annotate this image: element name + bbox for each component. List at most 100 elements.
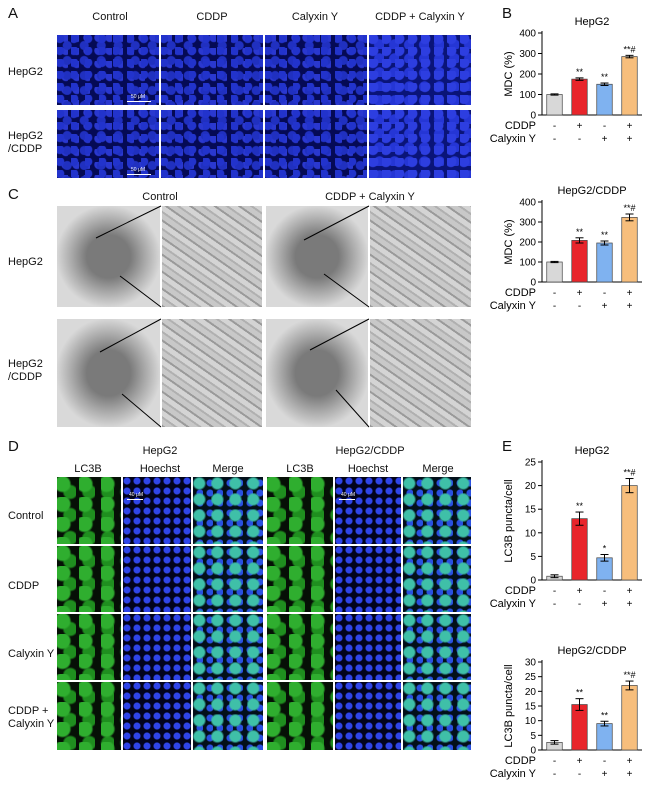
lc3b-tile-r1-c5	[402, 545, 472, 613]
e2-ytick-label-4: 20	[525, 687, 537, 698]
d-row-cddp: CDDP	[8, 580, 40, 592]
e1-cddp-sign-0: -	[553, 586, 556, 597]
b2-sig-2: **	[601, 230, 609, 240]
b2-sig-3: **#	[623, 203, 635, 213]
panel-c-col-combo: CDDP + Calyxin Y	[325, 191, 415, 203]
b2-ylabel: MDC (%)	[503, 219, 515, 264]
b1-calyxin-sign-2: +	[602, 134, 608, 145]
b1-calyxin-sign-0: -	[553, 134, 556, 145]
panel-a-col-control: Control	[92, 11, 128, 23]
lc3b-tile-r3-c2	[192, 681, 264, 751]
b2-ytick-label-0: 0	[530, 278, 536, 289]
b1-ytick-label-4: 400	[519, 29, 536, 40]
e2-cddp-sign-0: -	[553, 756, 556, 767]
e2-cddp-sign-1: +	[577, 756, 583, 767]
b1-ylabel: MDC (%)	[503, 51, 515, 96]
mdc-image-hepg2cddp-calyxin	[264, 109, 368, 179]
b2-cddp-sign-2: -	[603, 288, 606, 299]
d-row-control: Control	[8, 510, 44, 522]
b2-ytick-label-3: 300	[519, 218, 536, 229]
panel-a-col-cddp: CDDP	[196, 11, 228, 23]
tem-image-hepg2-control	[56, 205, 161, 308]
lc3b-tile-r0-c0	[56, 476, 122, 545]
e2-title: HepG2/CDDP	[557, 645, 626, 657]
lc3b-tile-r1-c3	[266, 545, 334, 613]
panel-d-label: D	[8, 438, 19, 455]
b2-calyxin-sign-3: +	[627, 301, 633, 312]
b1-sig-3: **#	[623, 44, 635, 54]
b2-calyxin-sign-1: -	[578, 301, 581, 312]
e2-cddp-sign-2: -	[603, 756, 606, 767]
b1-cddp-sign-2: -	[603, 121, 606, 132]
e1-calyxin-label: Calyxin Y	[490, 598, 537, 610]
lc3b-tile-r0-c3	[266, 476, 334, 545]
e2-bar-2	[596, 723, 613, 751]
b2-calyxin-label: Calyxin Y	[490, 300, 537, 312]
mdc-image-hepg2-cddp	[160, 34, 264, 106]
e1-sig-1: **	[576, 501, 584, 511]
b1-ytick-label-1: 100	[519, 90, 536, 101]
lc3b-tile-r0-c4: 40 μM	[334, 476, 402, 545]
b2-bar-1	[571, 240, 588, 283]
e2-sig-1: **	[576, 688, 584, 698]
e2-calyxin-sign-0: -	[553, 769, 556, 780]
b1-sig-1: **	[576, 67, 584, 77]
b1-bar-3	[621, 56, 638, 116]
b1-cddp-sign-3: +	[627, 121, 633, 132]
e1-bar-3	[621, 485, 638, 581]
mdc-image-hepg2-control: 50 μM	[56, 34, 160, 106]
lc3b-tile-r0-c5	[402, 476, 472, 545]
tem-zoom-hepg2cddp-combo	[369, 318, 472, 428]
lc3b-tile-r3-c0	[56, 681, 122, 751]
e2-ytick-label-3: 15	[525, 702, 537, 713]
lc3b-tile-r2-c1	[122, 613, 192, 681]
e2-bar-1	[571, 704, 588, 751]
e1-cddp-sign-1: +	[577, 586, 583, 597]
tem-zoom-hepg2-combo	[369, 205, 472, 308]
mdc-image-hepg2cddp-cddp	[160, 109, 264, 179]
tem-image-hepg2cddp-combo	[265, 318, 369, 428]
lc3b-tile-r2-c5	[402, 613, 472, 681]
mdc-image-hepg2-calyxin	[264, 34, 368, 106]
b1-calyxin-sign-1: -	[578, 134, 581, 145]
b2-bar-2	[596, 242, 613, 283]
d-col-lc3b-1: LC3B	[74, 463, 102, 475]
e1-ytick-label-4: 20	[525, 481, 537, 492]
b2-sig-1: **	[576, 227, 584, 237]
b2-cddp-label: CDDP	[505, 287, 536, 299]
lc3b-tile-r2-c3	[266, 613, 334, 681]
e1-cddp-label: CDDP	[505, 585, 536, 597]
b2-title: HepG2/CDDP	[557, 185, 626, 197]
lc3b-tile-r0-c1: 40 μM	[122, 476, 192, 545]
b1-bar-2	[596, 83, 613, 116]
d-col-hoechst-1: Hoechst	[139, 463, 181, 475]
mdc-image-hepg2cddp-control: 50 μM	[56, 109, 160, 179]
panel-c-row-hepg2cddp: HepG2/CDDP	[8, 358, 43, 383]
b2-bar-3	[621, 217, 638, 283]
panel-a-row-hepg2: HepG2	[8, 66, 43, 78]
panel-c-row-hepg2: HepG2	[8, 256, 43, 268]
lc3b-tile-r2-c4	[334, 613, 402, 681]
lc3b-tile-r3-c4	[334, 681, 402, 751]
e2-ytick-label-1: 5	[530, 731, 536, 742]
panel-a-row-hepg2cddp: HepG2/CDDP	[8, 130, 43, 155]
lc3b-tile-r3-c3	[266, 681, 334, 751]
e1-ytick-label-3: 15	[525, 505, 537, 516]
e2-calyxin-sign-2: +	[602, 769, 608, 780]
e2-ytick-label-0: 0	[530, 746, 536, 757]
e2-calyxin-sign-3: +	[627, 769, 633, 780]
tem-image-hepg2-combo	[265, 205, 369, 308]
d-row-combo: CDDP + Calyxin Y	[8, 705, 55, 730]
e1-calyxin-sign-0: -	[553, 599, 556, 610]
b2-ytick-label-4: 400	[519, 198, 536, 209]
b1-calyxin-label: Calyxin Y	[490, 133, 537, 145]
b1-ytick-label-0: 0	[530, 111, 536, 122]
d-col-hoechst-2: Hoechst	[347, 463, 389, 475]
d-col-merge-2: Merge	[422, 463, 454, 475]
panel-a-label: A	[8, 5, 19, 22]
e2-ytick-label-2: 10	[525, 716, 537, 727]
mdc-image-hepg2-combo	[368, 34, 472, 106]
e1-ytick-label-1: 5	[530, 552, 536, 563]
